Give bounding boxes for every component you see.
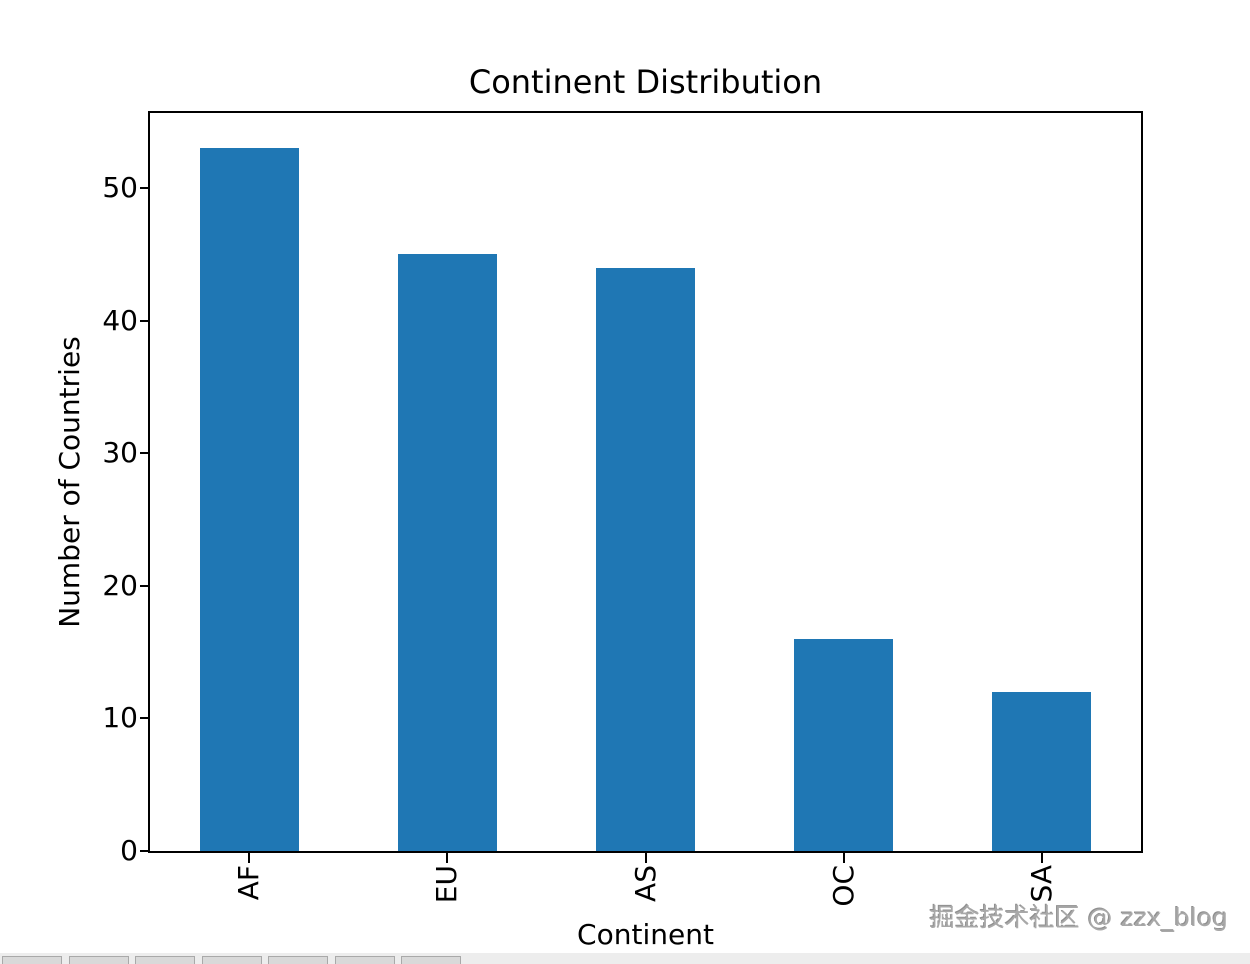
bottom-toolbar [0, 953, 1250, 964]
x-tick-mark [644, 853, 647, 863]
y-tick-mark [140, 319, 150, 322]
bar-EU [397, 254, 497, 851]
x-tick-mark [842, 853, 845, 863]
y-tick-label: 30 [102, 436, 138, 470]
x-axis-label: Continent [577, 918, 714, 951]
y-tick-label: 10 [102, 701, 138, 735]
bottom-toolbar-cell[interactable] [334, 956, 395, 964]
x-tick-mark [248, 853, 251, 863]
plot-area [148, 111, 1143, 853]
bottom-toolbar-cell[interactable] [135, 956, 195, 964]
y-tick-mark [140, 186, 150, 189]
y-tick-mark [140, 717, 150, 720]
y-tick-label: 20 [102, 568, 138, 602]
bottom-toolbar-cell[interactable] [68, 956, 129, 964]
watermark: 掘金技术社区 @ zzx_blog [929, 903, 1228, 932]
chart-title: Continent Distribution [468, 63, 823, 101]
bottom-toolbar-cell[interactable] [268, 956, 328, 964]
y-tick-mark [140, 850, 150, 852]
bar-OC [794, 638, 894, 851]
y-tick-label: 40 [102, 303, 138, 337]
x-tick-mark [1040, 853, 1043, 863]
y-tick-mark [140, 584, 150, 587]
bottom-toolbar-cell[interactable] [2, 956, 62, 964]
bottom-toolbar-cell[interactable] [401, 956, 461, 964]
bar-AF [199, 148, 299, 851]
x-tick-mark [446, 853, 449, 863]
y-tick-mark [140, 452, 150, 455]
bar-AS [595, 267, 696, 851]
y-tick-label: 50 [102, 170, 138, 204]
y-tick-label: 0 [120, 834, 138, 867]
bar-SA [992, 691, 1092, 851]
bottom-toolbar-cell[interactable] [201, 956, 262, 964]
